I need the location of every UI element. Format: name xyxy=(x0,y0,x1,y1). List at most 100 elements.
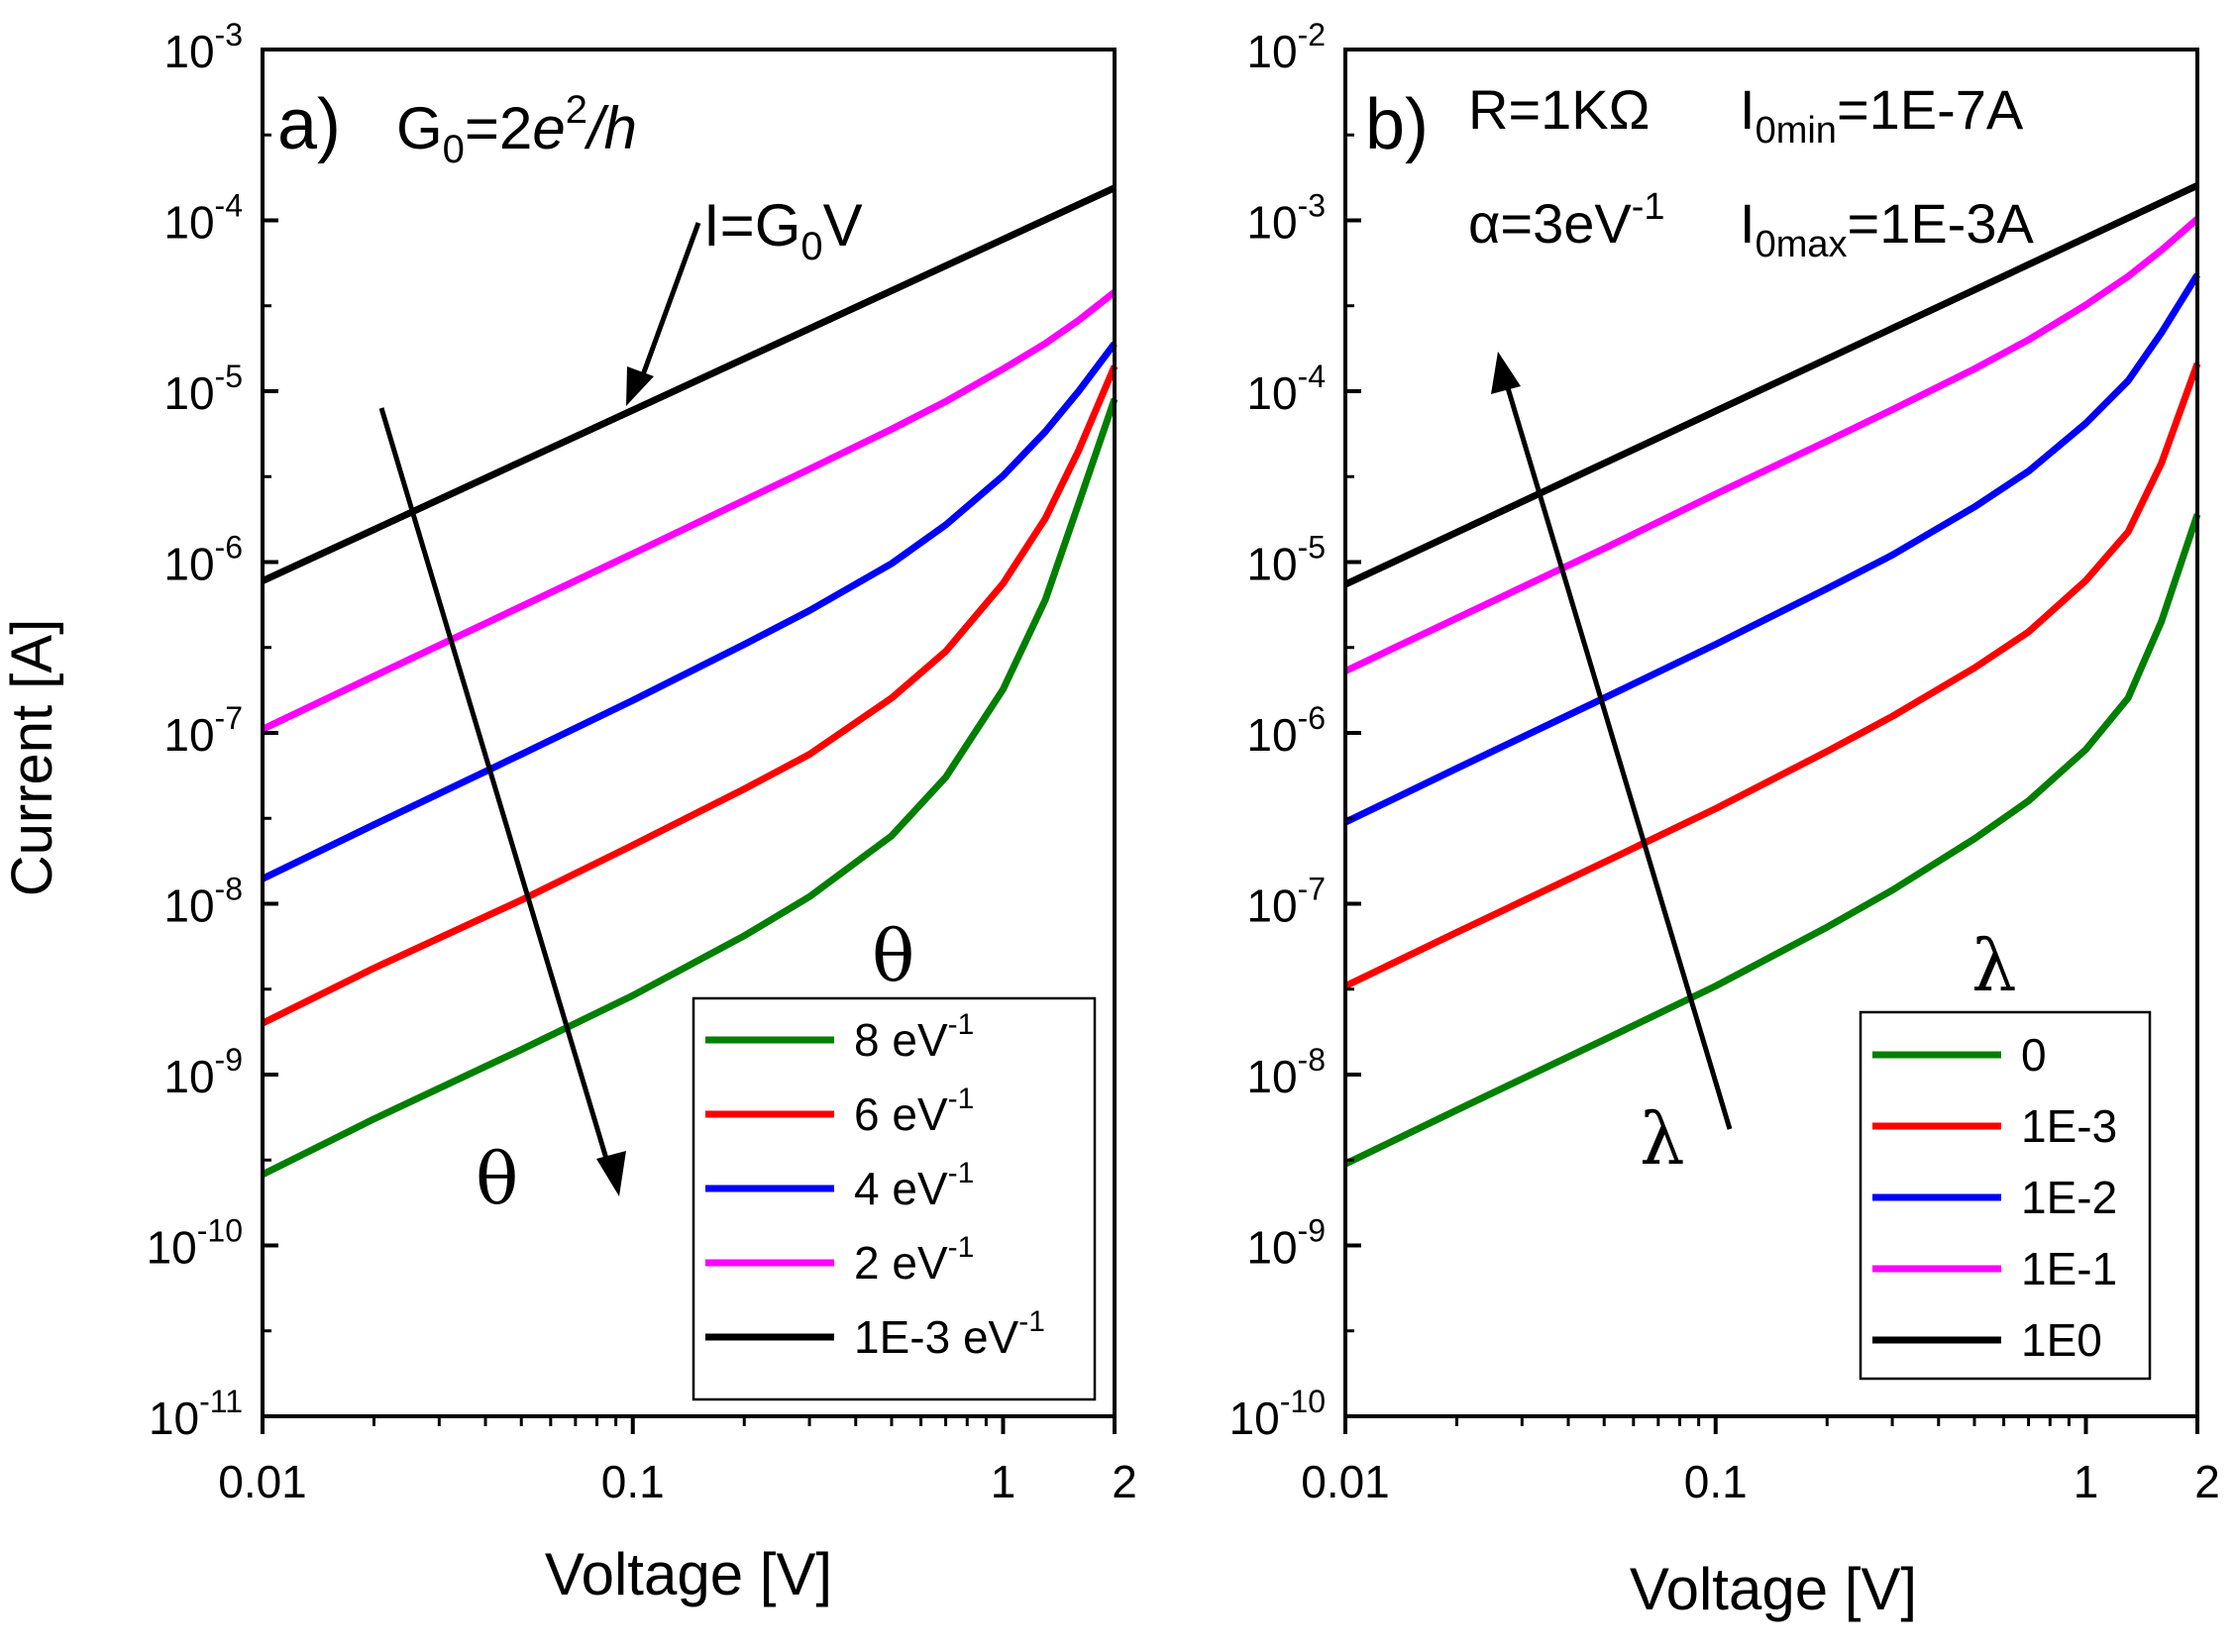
i0max-rest: =1E-3A xyxy=(1847,192,2034,255)
y-tick-base: 10 xyxy=(163,539,214,590)
panel-b-x-axis-label: Voltage [V] xyxy=(1630,1556,1917,1622)
i0max-main: I xyxy=(1740,192,1756,255)
formula-e: e xyxy=(532,95,565,161)
alpha-sup: -1 xyxy=(1632,186,1665,228)
panel-a-ohm-pointer xyxy=(634,222,701,392)
y-tick-label: 10-7 xyxy=(163,700,243,761)
i0max-sub: 0max xyxy=(1756,224,1848,265)
y-tick-label: 10-8 xyxy=(163,872,243,932)
x-tick-label: 0.1 xyxy=(1684,1456,1748,1507)
x-tick-label: 0.01 xyxy=(218,1456,307,1507)
formula-sub: 0 xyxy=(443,128,465,171)
y-tick-exponent: -7 xyxy=(1298,872,1326,907)
legend-label-1: 8 eV-1 xyxy=(854,1008,974,1066)
y-axis-label: Current [A] xyxy=(0,619,64,896)
legend-label-1: 0 xyxy=(2021,1029,2047,1081)
panel-b-legend: 0 1E-3 1E-2 1E-1 1E0 xyxy=(1872,1029,2117,1366)
y-tick-exponent: -9 xyxy=(1298,1213,1326,1249)
legend-label-main: 6 eV xyxy=(854,1088,948,1140)
panel-a: 10-1110-1010-910-810-710-610-510-410-30.… xyxy=(147,17,1137,1607)
y-tick-base: 10 xyxy=(1246,1051,1297,1102)
panel-b-lambda-symbol: λ xyxy=(1640,1097,1685,1181)
y-tick-exponent: -8 xyxy=(1298,1042,1326,1078)
y-tick-exponent: -2 xyxy=(1298,17,1326,52)
y-tick-base: 10 xyxy=(163,197,214,249)
y-tick-base: 10 xyxy=(163,1051,214,1102)
y-tick-label: 10-6 xyxy=(163,530,243,590)
panel-b-r-label: R=1KΩ xyxy=(1468,78,1650,141)
y-tick-label: 10-6 xyxy=(1246,700,1326,761)
y-tick-base: 10 xyxy=(1246,26,1297,77)
y-tick-exponent: -4 xyxy=(215,188,243,224)
y-tick-label: 10-9 xyxy=(163,1042,243,1102)
y-tick-base: 10 xyxy=(1246,367,1297,419)
legend-label-5: 1E0 xyxy=(2021,1314,2102,1366)
y-tick-exponent: -5 xyxy=(1298,530,1326,566)
formula-g: G xyxy=(396,95,443,161)
y-tick-exponent: -10 xyxy=(1280,1384,1326,1419)
formula-sup: 2 xyxy=(566,88,587,132)
panel-b: 10-1010-910-810-710-610-510-410-310-20.0… xyxy=(1229,17,2220,1622)
legend-label-main: 8 eV xyxy=(854,1014,948,1066)
panel-b-alpha-label: α=3eV-1 xyxy=(1468,186,1665,255)
y-tick-base: 10 xyxy=(163,26,214,77)
panel-a-series xyxy=(261,184,1118,1179)
y-tick-label: 10-4 xyxy=(1246,359,1326,419)
series-line-2 xyxy=(1343,362,2201,989)
y-tick-base: 10 xyxy=(1246,880,1297,932)
y-tick-exponent: -11 xyxy=(199,1384,243,1419)
series-line-5 xyxy=(1343,182,2199,588)
panel-a-label: a) xyxy=(277,85,341,164)
y-tick-label: 10-5 xyxy=(1246,530,1326,590)
legend-label-4: 2 eV-1 xyxy=(854,1231,974,1289)
y-tick-label: 10-9 xyxy=(1246,1213,1326,1274)
x-tick-label: 0.1 xyxy=(601,1456,665,1507)
alpha-main: α=3eV xyxy=(1468,192,1632,255)
ohm-main: I=G xyxy=(703,192,800,258)
legend-label-2: 1E-3 xyxy=(2021,1100,2117,1152)
y-tick-label: 10-3 xyxy=(1246,188,1326,249)
y-tick-base: 10 xyxy=(1246,709,1297,761)
y-tick-exponent: -5 xyxy=(215,359,243,394)
ohm-sub: 0 xyxy=(800,225,822,268)
panel-a-legend-box xyxy=(692,996,1097,1401)
panel-b-i0max-label: I0max=1E-3A xyxy=(1740,192,2034,265)
panel-a-theta-arrow-head xyxy=(596,1151,626,1196)
panel-a-ohm-label: I=G0V xyxy=(703,192,863,268)
panel-a-formula: G0=2e2/h xyxy=(396,88,637,171)
series-line-3 xyxy=(1343,272,2200,826)
series-line-4 xyxy=(1343,216,2200,674)
legend-label-main: 4 eV xyxy=(854,1163,948,1214)
panel-b-frame xyxy=(1343,48,2199,1418)
legend-label-3: 1E-2 xyxy=(2021,1172,2117,1223)
legend-label-2: 6 eV-1 xyxy=(854,1083,974,1140)
formula-h: /h xyxy=(584,95,637,161)
series-line-1 xyxy=(1343,513,2201,1168)
panel-a-legend: 8 eV-16 eV-14 eV-12 eV-11E-3 eV-1 xyxy=(705,1008,1045,1363)
panel-b-series xyxy=(1343,182,2201,1168)
y-tick-exponent: -10 xyxy=(197,1213,243,1249)
y-tick-base: 10 xyxy=(1246,539,1297,590)
panel-b-legend-title: λ xyxy=(1971,924,2017,1007)
i0min-rest: =1E-7A xyxy=(1837,78,2024,141)
x-tick-label: 2 xyxy=(2194,1456,2220,1507)
series-line-3 xyxy=(261,341,1118,882)
y-tick-exponent: -8 xyxy=(215,872,243,907)
panel-b-i0min-label: I0min=1E-7A xyxy=(1740,78,2024,152)
y-tick-base: 10 xyxy=(163,880,214,932)
y-tick-exponent: -6 xyxy=(215,530,243,566)
panel-a-theta-arrow xyxy=(378,407,612,1170)
legend-label-main: 2 eV xyxy=(854,1237,948,1289)
series-line-4 xyxy=(261,289,1118,733)
y-tick-exponent: -4 xyxy=(1298,359,1326,394)
panel-a-theta-symbol: θ xyxy=(476,1137,518,1220)
legend-label-3: 4 eV-1 xyxy=(854,1157,974,1214)
y-tick-label: 10-7 xyxy=(1246,872,1326,932)
legend-label-4: 1E-1 xyxy=(2021,1243,2117,1294)
y-tick-base: 10 xyxy=(1246,197,1297,249)
legend-label-sup: -1 xyxy=(948,1008,975,1041)
y-tick-exponent: -9 xyxy=(215,1042,243,1078)
legend-label-5: 1E-3 eV-1 xyxy=(854,1305,1045,1363)
y-tick-label: 10-11 xyxy=(149,1384,243,1444)
x-tick-label: 1 xyxy=(2074,1456,2099,1507)
